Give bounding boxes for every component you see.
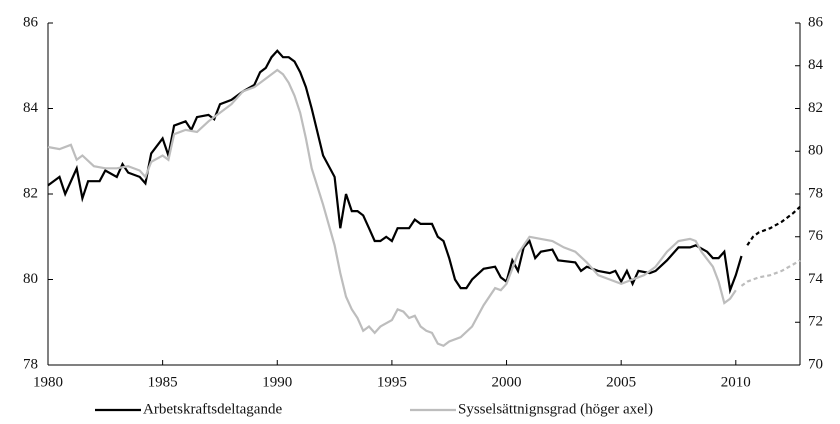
line (47, 68, 737, 348)
y-tick-label: 84 (23, 100, 39, 116)
legend-label: Sysselsättnignsgrad (höger axel) (458, 401, 653, 417)
y-tick-label: 80 (23, 271, 38, 287)
y2-tick-label: 84 (808, 57, 824, 73)
y2-tick-label: 82 (808, 100, 823, 116)
y-tick-label: 82 (23, 185, 38, 201)
x-tick-label: 1995 (377, 374, 407, 390)
x-tick-label: 2010 (721, 374, 751, 390)
y2-tick-label: 76 (808, 228, 824, 244)
y2-tick-label: 78 (808, 185, 823, 201)
y2-tick-label: 70 (808, 356, 823, 372)
x-tick-label: 2000 (492, 374, 522, 390)
y2-tick-label: 72 (808, 314, 823, 330)
line-forecast (746, 205, 801, 246)
x-tick-label: 2005 (606, 374, 636, 390)
y2-tick-label: 80 (808, 143, 823, 159)
x-tick-label: 1980 (33, 374, 63, 390)
y-tick-label: 86 (23, 14, 39, 30)
y2-tick-label: 74 (808, 271, 824, 287)
line-forecast (740, 259, 801, 287)
line (47, 49, 743, 295)
legend-label: Arbetskraftsdeltagande (143, 401, 282, 417)
y2-tick-label: 86 (808, 14, 824, 30)
x-tick-label: 1990 (262, 374, 292, 390)
x-tick-label: 1985 (148, 374, 178, 390)
y-tick-label: 78 (23, 356, 38, 372)
